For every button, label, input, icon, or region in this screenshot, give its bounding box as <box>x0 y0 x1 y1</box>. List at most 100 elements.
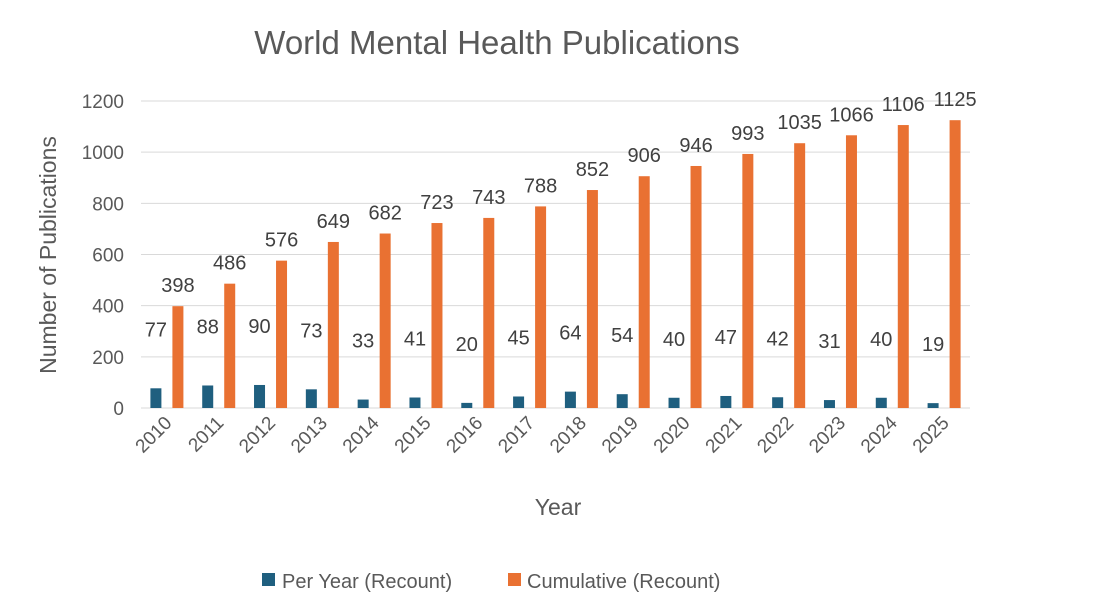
x-axis-ticks: 2010 2011 2012 2013 2014 2015 2016 2017 2018 2019… <box>132 412 954 457</box>
gridlines <box>141 100 970 409</box>
per-year-data-label: 41 <box>404 329 426 351</box>
y-tick-label: 400 <box>92 297 124 318</box>
y-axis-title: Number of Publications <box>35 136 61 374</box>
y-tick-label: 1200 <box>82 92 124 113</box>
y-tick-label: 800 <box>92 194 124 215</box>
per-year-data-label: 19 <box>922 334 944 356</box>
per-year-bar <box>564 391 576 408</box>
x-tick-label: 2011 <box>185 413 229 457</box>
cumulative-data-label: 1125 <box>934 89 977 111</box>
cumulative-data-label: 1035 <box>777 112 822 134</box>
chart-title: World Mental Health Publications <box>254 24 739 61</box>
per-year-data-label: 31 <box>818 331 840 353</box>
y-tick-label: 0 <box>113 399 124 420</box>
cumulative-bar <box>172 306 184 408</box>
cumulative-data-label: 723 <box>420 192 453 214</box>
cumulative-bar <box>224 283 236 408</box>
per-year-data-label: 90 <box>248 316 270 338</box>
per-year-bar <box>461 402 473 408</box>
x-tick-label: 2012 <box>235 413 280 458</box>
per-year-bar <box>409 397 421 408</box>
per-year-data-label: 45 <box>507 327 529 349</box>
x-tick-label: 2024 <box>857 412 902 457</box>
x-tick-label: 2018 <box>546 413 591 458</box>
bars <box>150 120 961 408</box>
per-year-bar <box>202 385 214 408</box>
x-tick-label: 2010 <box>132 413 177 458</box>
per-year-data-label: 88 <box>197 316 219 338</box>
cumulative-bar <box>276 260 288 408</box>
cumulative-data-label: 788 <box>524 175 557 197</box>
x-tick-label: 2022 <box>753 413 798 458</box>
x-tick-label: 2013 <box>287 413 332 458</box>
legend-label: Cumulative (Recount) <box>527 571 720 593</box>
cumulative-data-label: 398 <box>161 275 194 297</box>
per-year-bar <box>305 389 317 408</box>
per-year-bar <box>513 396 525 408</box>
x-tick-label: 2016 <box>443 413 488 458</box>
per-year-data-label: 77 <box>145 319 167 341</box>
legend-label: Per Year (Recount) <box>282 571 452 593</box>
x-tick-label: 2019 <box>598 413 643 458</box>
per-year-data-label: 64 <box>559 323 581 345</box>
cumulative-bar <box>327 241 339 408</box>
y-tick-label: 600 <box>92 246 124 267</box>
cumulative-data-label: 993 <box>731 123 764 145</box>
x-tick-label: 2015 <box>391 413 436 458</box>
x-tick-label: 2025 <box>909 413 954 458</box>
cumulative-data-label: 946 <box>679 135 712 157</box>
legend-swatch <box>508 573 521 586</box>
cumulative-bar <box>379 233 391 408</box>
legend-swatch <box>262 573 275 586</box>
x-tick-label: 2020 <box>650 413 695 458</box>
cumulative-bar <box>586 190 598 408</box>
cumulative-bar <box>535 206 547 408</box>
per-year-bar <box>927 403 939 408</box>
x-tick-label: 2021 <box>702 413 747 458</box>
cumulative-bar <box>638 176 650 408</box>
cumulative-bar <box>690 165 702 408</box>
y-tick-label: 1000 <box>82 143 124 164</box>
x-tick-label: 2017 <box>494 413 539 458</box>
per-year-bar <box>668 397 680 408</box>
per-year-bar <box>357 399 369 408</box>
cumulative-data-label: 1066 <box>829 104 874 126</box>
per-year-data-label: 54 <box>611 325 633 347</box>
cumulative-bar <box>897 125 909 408</box>
per-year-data-label: 47 <box>715 327 737 349</box>
cumulative-data-label: 906 <box>628 145 661 167</box>
per-year-data-label: 20 <box>456 334 478 356</box>
cumulative-data-label: 852 <box>576 159 609 181</box>
cumulative-data-label: 682 <box>368 203 401 225</box>
per-year-bar <box>720 395 732 408</box>
cumulative-bar <box>483 217 495 408</box>
cumulative-bar <box>794 143 806 408</box>
y-tick-label: 200 <box>92 348 124 369</box>
cumulative-bar <box>742 153 754 408</box>
per-year-data-label: 73 <box>300 320 322 342</box>
cumulative-bar <box>431 223 443 408</box>
cumulative-data-label: 743 <box>472 187 505 209</box>
per-year-bar <box>823 400 835 408</box>
per-year-bar <box>150 388 162 408</box>
cumulative-data-label: 1106 <box>882 94 925 116</box>
per-year-data-label: 40 <box>663 329 685 351</box>
cumulative-data-label: 649 <box>317 211 350 233</box>
x-tick-label: 2023 <box>805 413 850 458</box>
per-year-data-label: 40 <box>870 329 892 351</box>
per-year-bar <box>772 397 784 408</box>
per-year-data-label: 42 <box>767 328 789 350</box>
per-year-data-label: 33 <box>352 331 374 353</box>
per-year-bar <box>875 397 887 408</box>
per-year-bar <box>616 394 628 408</box>
x-tick-label: 2014 <box>339 412 384 457</box>
legend: Per Year (Recount) Cumulative (Recount) <box>262 571 720 593</box>
cumulative-data-label: 576 <box>265 230 298 252</box>
y-axis-ticks: 0 200 400 600 800 1000 1200 <box>82 92 124 420</box>
per-year-bar <box>254 384 266 408</box>
cumulative-bar <box>845 135 857 408</box>
cumulative-bar <box>949 120 961 408</box>
cumulative-data-label: 486 <box>213 253 246 275</box>
